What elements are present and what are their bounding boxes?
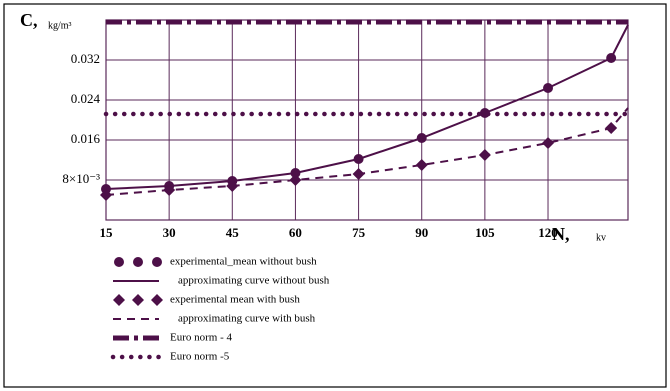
legend-label: approximating curve without bush — [178, 275, 330, 287]
series-line — [105, 107, 629, 196]
x-tick-label: 75 — [352, 225, 366, 240]
x-tick-label: 120 — [538, 225, 558, 240]
y-tick-label: 0.032 — [71, 51, 100, 66]
page-border — [3, 3, 667, 388]
y-axis-unit: kg/m³ — [48, 20, 72, 31]
marker-diamond — [415, 159, 428, 171]
x-tick-label: 105 — [475, 225, 495, 240]
marker-circle — [152, 257, 162, 267]
legend-label: experimental mean with bush — [170, 294, 300, 306]
marker-diamond — [113, 294, 125, 306]
legend-label: Euro norm -5 — [170, 351, 230, 363]
x-axis-unit: kv — [596, 232, 606, 243]
marker-diamond — [542, 137, 555, 149]
x-tick-label: 90 — [415, 225, 428, 240]
x-axis-label: N, — [552, 224, 570, 244]
marker-diamond — [132, 294, 144, 306]
legend-label: Euro norm - 4 — [170, 332, 233, 344]
y-tick-label: 8×10⁻³ — [62, 171, 100, 186]
y-tick-label: 0.016 — [71, 131, 101, 146]
x-tick-label: 45 — [226, 225, 240, 240]
legend-label: approximating curve with bush — [178, 313, 316, 325]
legend-label: experimental_mean without bush — [170, 256, 317, 268]
y-axis-label: C, — [20, 10, 38, 30]
marker-circle — [114, 257, 124, 267]
y-tick-label: 0.024 — [71, 91, 101, 106]
plot-frame — [105, 19, 629, 221]
x-tick-label: 30 — [163, 225, 176, 240]
marker-diamond — [289, 174, 302, 186]
series-line — [105, 24, 629, 190]
marker-circle — [133, 257, 143, 267]
x-tick-label: 15 — [100, 225, 114, 240]
x-tick-label: 60 — [289, 225, 302, 240]
marker-diamond — [151, 294, 163, 306]
